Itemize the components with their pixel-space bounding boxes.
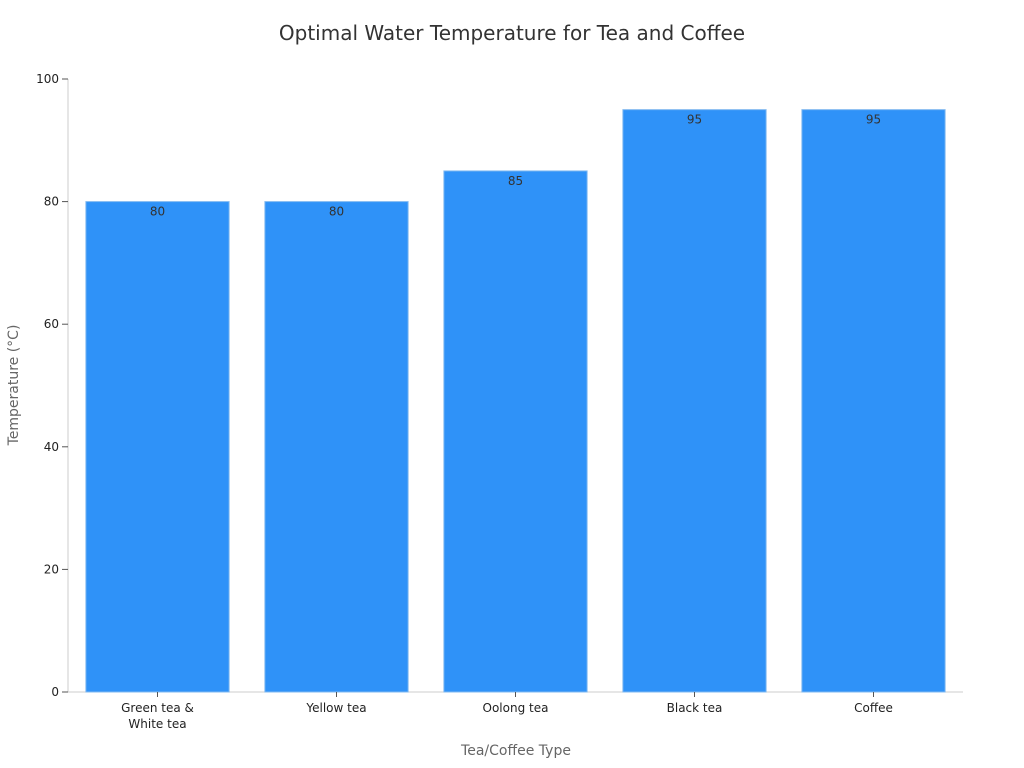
y-tick-label: 20 (44, 562, 59, 576)
bar (264, 201, 409, 693)
x-tick-label: Oolong tea (483, 701, 549, 715)
bar (801, 109, 946, 693)
y-tick-label: 100 (36, 72, 59, 86)
y-tick-label: 60 (44, 317, 59, 331)
data-label: 85 (508, 174, 523, 188)
data-label: 95 (687, 113, 702, 127)
data-label: 80 (329, 205, 344, 219)
x-tick-label: Black tea (667, 701, 723, 715)
x-tick-label: Yellow tea (305, 701, 366, 715)
bars (85, 109, 946, 693)
y-axis-title: Temperature (°C) (6, 325, 22, 447)
chart-title: Optimal Water Temperature for Tea and Co… (279, 21, 745, 45)
data-label: 80 (150, 205, 165, 219)
bar (85, 201, 230, 693)
x-tick-label: Green tea & White tea (121, 701, 194, 731)
y-tick-label: 40 (44, 440, 59, 454)
bar (622, 109, 767, 693)
y-tick-label: 0 (51, 685, 59, 699)
y-tick-label: 80 (44, 195, 59, 209)
x-axis-ticks: Green tea & White tea Yellow tea Oolong tea… (121, 692, 893, 731)
data-label: 95 (866, 113, 881, 127)
x-tick-label: Coffee (854, 701, 893, 715)
bar (443, 170, 588, 693)
y-axis-ticks: 0 20 40 60 80 100 (36, 72, 68, 699)
x-axis-title: Tea/Coffee Type (460, 743, 571, 759)
data-labels: 80 80 85 95 95 (150, 113, 881, 219)
